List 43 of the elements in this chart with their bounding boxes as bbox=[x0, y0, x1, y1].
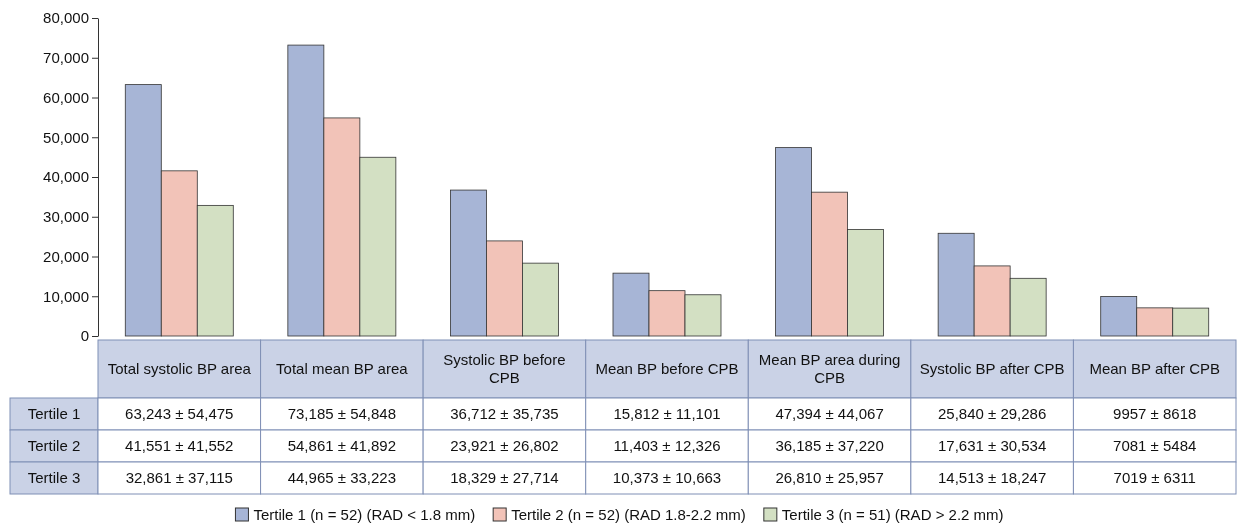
text: Tertile 1 bbox=[27, 405, 81, 422]
data-label: 63,243 ± 54,475 bbox=[125, 405, 234, 422]
data-label: 32,861 ± 37,115 bbox=[125, 469, 233, 486]
x-tick-label: Mean BP before CPB bbox=[595, 360, 739, 377]
y-tick-label: 30,000 bbox=[43, 208, 89, 226]
data-label: 11,403 ± 12,326 bbox=[613, 437, 721, 454]
x-tick-label: Mean BP after CPB bbox=[1089, 360, 1221, 377]
text: Tertile 3 bbox=[27, 469, 81, 486]
y-tick-label: 60,000 bbox=[43, 88, 89, 106]
data-label: 54,861 ± 41,892 bbox=[287, 437, 397, 454]
data-label: 36,185 ± 37,220 bbox=[775, 437, 884, 454]
x-tick-label: Total mean BP area bbox=[276, 360, 409, 377]
x-tick-label: Mean BP area during CPB bbox=[758, 351, 901, 386]
y-tick-label: 10,000 bbox=[43, 287, 89, 305]
data-label: 73,185 ± 54,848 bbox=[287, 405, 397, 422]
legend-label: Tertile 1 (n = 52) (RAD < 1.8 mm) bbox=[253, 506, 476, 523]
data-label: 26,810 ± 25,957 bbox=[775, 469, 884, 486]
data-label: 44,965 ± 33,223 bbox=[287, 469, 397, 486]
data-label: 14,513 ± 18,247 bbox=[937, 469, 1047, 486]
y-tick-label: 70,000 bbox=[43, 49, 89, 67]
data-label: 36,712 ± 35,735 bbox=[450, 405, 559, 422]
data-label: 15,812 ± 11,101 bbox=[613, 405, 721, 422]
y-tick-label: 0 bbox=[80, 327, 89, 345]
data-label: 18,329 ± 27,714 bbox=[450, 469, 559, 486]
data-label: 10,373 ± 10,663 bbox=[612, 469, 722, 486]
data-label: 41,551 ± 41,552 bbox=[125, 437, 234, 454]
legend-label: Tertile 3 (n = 51) (RAD > 2.2 mm) bbox=[781, 506, 1004, 523]
x-tick-label: Total systolic BP area bbox=[107, 360, 252, 377]
data-label: 9957 ± 8618 bbox=[1113, 405, 1197, 422]
x-tick-label: Systolic BP before CPB bbox=[443, 351, 566, 386]
y-tick-label: 50,000 bbox=[43, 128, 89, 146]
text: Tertile 2 bbox=[27, 437, 81, 454]
data-label: 7019 ± 6311 bbox=[1113, 469, 1196, 486]
data-label: 23,921 ± 26,802 bbox=[450, 437, 559, 454]
data-label: 17,631 ± 30,534 bbox=[937, 437, 1047, 454]
y-tick-label: 40,000 bbox=[43, 168, 89, 186]
y-tick-label: 20,000 bbox=[43, 247, 89, 265]
data-label: 7081 ± 5484 bbox=[1113, 437, 1197, 454]
data-label: 47,394 ± 44,067 bbox=[775, 405, 884, 422]
data-label: 25,840 ± 29,286 bbox=[937, 405, 1047, 422]
x-tick-label: Systolic BP after CPB bbox=[919, 360, 1065, 377]
y-tick-label: 80,000 bbox=[43, 9, 89, 27]
legend-label: Tertile 2 (n = 52) (RAD 1.8-2.2 mm) bbox=[511, 506, 746, 523]
